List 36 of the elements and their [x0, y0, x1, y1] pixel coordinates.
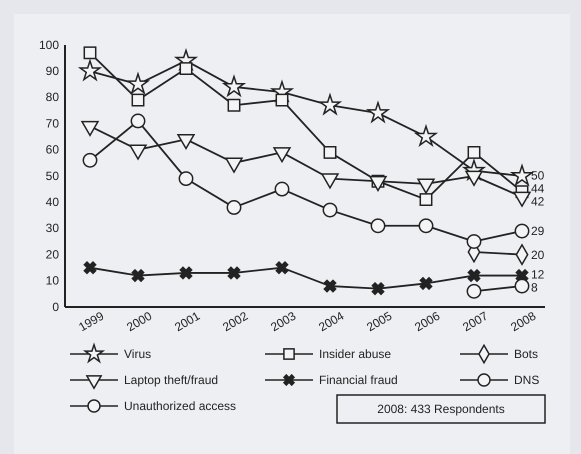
x-tick-label: 2002	[220, 308, 251, 334]
y-tick-label: 100	[38, 38, 60, 52]
x-tick-label: 2008	[508, 308, 539, 334]
x-tick-label: 2004	[316, 308, 347, 334]
x-tick-label: 2007	[460, 308, 491, 334]
x-tick-label: 1999	[76, 308, 107, 334]
x-tick-label: 2000	[124, 308, 155, 334]
x-tick-label: 2003	[268, 308, 299, 334]
data-label: 20	[531, 248, 545, 262]
y-tick-label: 60	[46, 142, 60, 157]
legend-label: Unauthorized access	[124, 399, 236, 414]
data-label: 8	[531, 280, 538, 294]
y-tick-label: 40	[46, 195, 60, 210]
y-tick-label: 10	[46, 274, 60, 288]
data-label: 29	[531, 224, 545, 238]
y-tick-label: 0	[52, 300, 60, 314]
legend-label: Insider abuse	[319, 347, 392, 362]
y-tick-label: 50	[46, 168, 60, 183]
legend-label: Laptop theft/fraud	[124, 373, 218, 388]
y-tick-label: 70	[46, 116, 60, 130]
x-tick-label: 2005	[364, 308, 395, 334]
y-tick-label: 20	[46, 247, 60, 262]
y-tick-label: 30	[46, 221, 60, 236]
legend-label: Virus	[124, 347, 152, 362]
x-tick-label: 2006	[412, 308, 443, 334]
legend-label: DNS	[514, 373, 540, 388]
data-label: 12	[531, 268, 545, 282]
legend-label: Bots	[514, 347, 538, 362]
x-tick-label: 2001	[172, 308, 203, 334]
text: 2008: 433 Respondents	[377, 402, 505, 416]
data-label: 44	[531, 181, 545, 196]
legend-label: Financial fraud	[319, 373, 398, 388]
data-label: 42	[531, 194, 545, 208]
data-label: 50	[531, 168, 545, 182]
y-tick-label: 90	[46, 64, 60, 78]
y-tick-label: 80	[46, 90, 60, 104]
